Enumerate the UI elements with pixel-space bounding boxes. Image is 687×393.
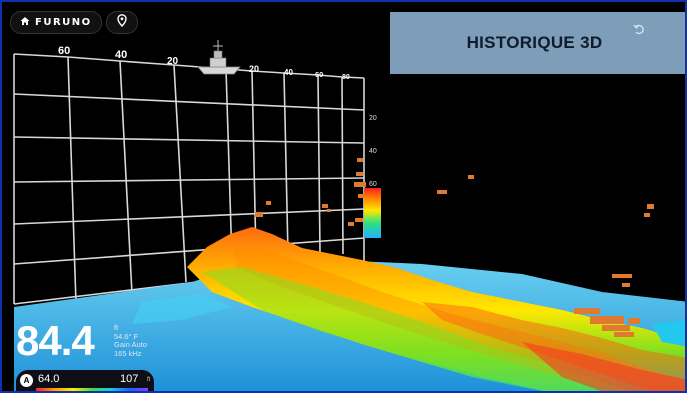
scale-max-value: 107 [120,373,139,385]
depth-color-legend[interactable]: A 64.0 107 ft [16,370,154,391]
home-icon [20,16,30,29]
top-toolbar: FURUNO [10,11,138,34]
home-button[interactable]: FURUNO [10,11,102,34]
depth-grid [13,53,365,305]
depth-label: 20 [369,115,377,122]
color-gradient-bar [36,388,148,391]
view-title-panel: HISTORIQUE 3D [390,12,685,74]
depth-label: 40 [369,148,377,155]
page-title: HISTORIQUE 3D [466,33,603,52]
depth-label: 60 [369,181,377,188]
frequency: 165 kHz [114,348,142,358]
grid-label: 40 [284,68,293,77]
location-button[interactable] [105,11,138,34]
grid-label: 60 [58,45,70,57]
fish-echoes [255,158,654,337]
sounder-info: ft 54.6° F Gain Auto 165 kHz [114,323,147,358]
grid-label: 80 [342,74,350,81]
water-temperature: 54.6° F [114,331,139,341]
vessel-icon [197,40,241,75]
depth-value: 84.4 [16,317,95,364]
grid-depth-labels: 20 40 60 [369,115,377,188]
grid-label: 20 [249,64,259,74]
depth-unit: ft [114,323,119,332]
grid-label: 40 [115,49,127,61]
undo-icon[interactable] [633,22,645,40]
scale-unit: ft [147,377,151,383]
map-pin-icon [116,13,127,32]
grid-top-labels: 60 40 20 20 40 60 80 [58,45,350,81]
brand-logo-text: FURUNO [35,17,92,28]
scale-min-value: 64.0 [38,373,60,385]
depth-color-scale [364,188,381,238]
auto-range-badge[interactable]: A [20,374,33,387]
grid-label: 20 [167,56,179,67]
gain-setting: Gain Auto [114,340,147,350]
depth-readout: 84.4 [16,317,95,364]
grid-label: 60 [315,70,323,79]
